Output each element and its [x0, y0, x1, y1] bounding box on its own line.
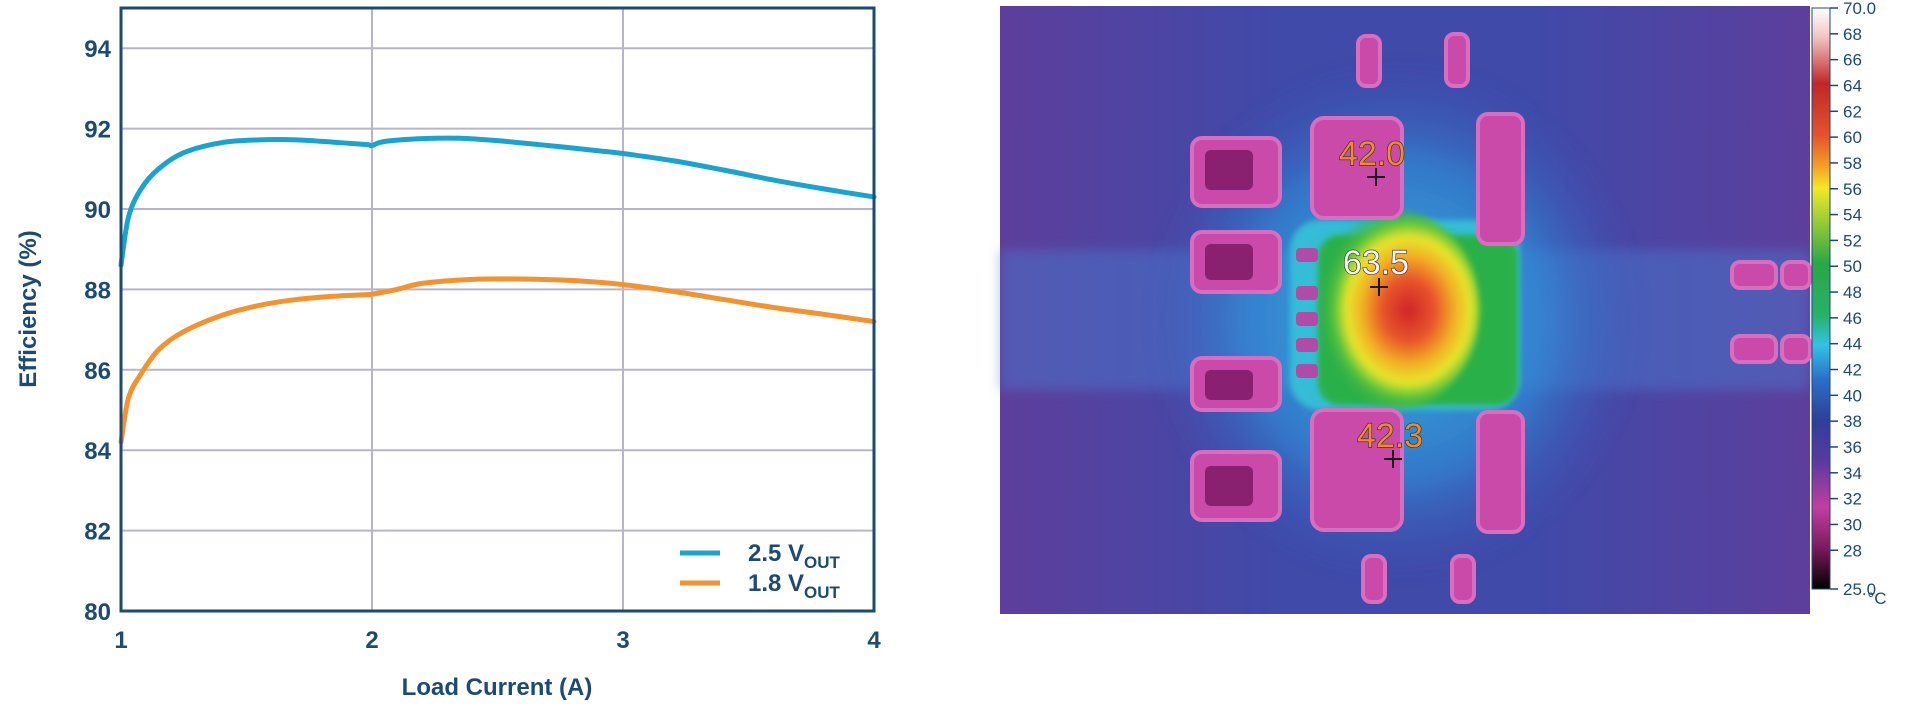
- colorbar-tick-label: 62: [1843, 102, 1862, 121]
- x-tick-labels: 1 2 3 4: [114, 627, 881, 654]
- colorbar-tick-label: 34: [1843, 464, 1862, 483]
- thermal-hot-spot: [1310, 210, 1480, 410]
- y-tick-label: 94: [84, 36, 111, 63]
- colorbar-ticks: 70.0 68 66 64 62 60 58 56 54 52 50 48 46 44 42 40 38 36 34…: [1830, 0, 1876, 599]
- series-line-1: [118, 276, 877, 445]
- colorbar-tick-label: 44: [1843, 335, 1862, 354]
- legend-label-2-5v: 2.5 VOUT: [748, 540, 841, 572]
- legend-subscript-2-5v: OUT: [804, 553, 841, 572]
- colorbar-tick-label: 28: [1843, 541, 1862, 560]
- x-tick-label: 3: [616, 627, 629, 654]
- y-gridlines: [121, 47, 874, 532]
- colorbar-tick-label: 32: [1843, 490, 1862, 509]
- colorbar: 70.0 68 66 64 62 60 58 56 54 52 50 48 46 44 42 40 38 36 34…: [1811, 0, 1887, 608]
- y-tick-label: 92: [84, 117, 111, 144]
- marker-bottom-crosshair: [1384, 450, 1402, 468]
- colorbar-tick-label: 40: [1843, 386, 1862, 405]
- marker-top-value: 42.0: [1339, 135, 1405, 173]
- colorbar-unit: °C: [1867, 589, 1886, 608]
- legend: 2.5 VOUT 1.8 VOUT: [680, 540, 841, 602]
- y-tick-label: 82: [84, 519, 111, 546]
- marker-center-crosshair: [1370, 278, 1388, 296]
- marker-top-crosshair: [1367, 168, 1385, 186]
- x-gridlines: [371, 8, 624, 611]
- colorbar-tick-label: 38: [1843, 412, 1862, 431]
- colorbar-tick-label: 25.0: [1843, 580, 1876, 599]
- marker-bottom: 42.3: [1356, 416, 1424, 468]
- colorbar-gradient: [1811, 7, 1831, 590]
- colorbar-tick-label: 54: [1843, 206, 1862, 225]
- y-tick-label: 84: [84, 438, 111, 465]
- thermal-pad-cores: [1205, 150, 1253, 506]
- y-tick-label: 88: [84, 277, 111, 304]
- colorbar-tick-label: 58: [1843, 154, 1862, 173]
- x-tick-label: 2: [365, 627, 378, 654]
- y-tick-label: 90: [84, 197, 111, 224]
- y-tick-label: 80: [84, 599, 111, 626]
- y-axis-title: Efficiency (%): [15, 230, 42, 387]
- x-tick-label: 4: [867, 627, 881, 654]
- y-tick-labels: 80 82 84 86 88 90 92 94: [84, 36, 111, 626]
- series-line-0: [118, 135, 877, 268]
- colorbar-tick-label: 66: [1843, 51, 1862, 70]
- x-axis-title: Load Current (A): [402, 674, 593, 701]
- colorbar-tick-label: 68: [1843, 25, 1862, 44]
- colorbar-tick-label: 50: [1843, 257, 1862, 276]
- colorbar-tick-label: 30: [1843, 515, 1862, 534]
- marker-center-value: 63.5: [1343, 244, 1409, 282]
- marker-center: 63.5: [1342, 243, 1410, 296]
- colorbar-tick-label: 36: [1843, 438, 1862, 457]
- x-tick-label: 1: [114, 627, 127, 654]
- colorbar-tick-label: 42: [1843, 361, 1862, 380]
- colorbar-tick-label: 60: [1843, 128, 1862, 147]
- thermal-small-pins: [1296, 248, 1318, 378]
- colorbar-tick-label: 64: [1843, 76, 1862, 95]
- colorbar-tick-label: 70.0: [1843, 0, 1876, 18]
- colorbar-tick-label: 56: [1843, 180, 1862, 199]
- marker-bottom-value: 42.3: [1357, 417, 1423, 455]
- legend-subscript-1-8v: OUT: [804, 583, 841, 602]
- series-lines: [118, 135, 877, 445]
- thermal-markers: 42.0 63.5 42.3: [1338, 134, 1424, 468]
- colorbar-tick-label: 48: [1843, 283, 1862, 302]
- thermal-image: [1000, 6, 1812, 614]
- legend-label-1-8v: 1.8 VOUT: [748, 570, 841, 602]
- colorbar-tick-label: 52: [1843, 231, 1862, 250]
- y-tick-label: 86: [84, 358, 111, 385]
- plot-frame: [119, 6, 876, 613]
- marker-top: 42.0: [1338, 134, 1406, 186]
- colorbar-tick-label: 46: [1843, 309, 1862, 328]
